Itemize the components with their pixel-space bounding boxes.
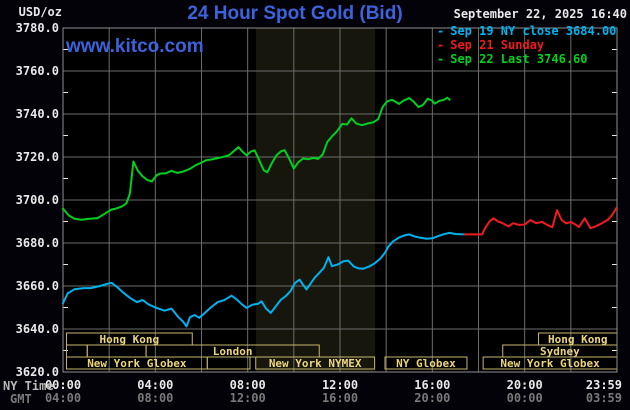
plot-border (62, 27, 618, 373)
session-label: Hong Kong (100, 333, 160, 346)
legend-label: Sep 19 NY close 3684.00 (450, 24, 617, 38)
gmt-axis-label: GMT (10, 392, 32, 406)
x-tick-gmt: 20:00 (414, 391, 450, 405)
x-tick-ny-time: 12:00 (322, 378, 358, 392)
legend-item-0: - Sep 19 NY close 3684.00 (437, 24, 616, 38)
legend-item-1: - Sep 21 Sunday (437, 38, 616, 52)
session-label: Hong Kong (548, 333, 608, 346)
y-tick-label: 3780.0 (16, 21, 59, 35)
legend: - Sep 19 NY close 3684.00- Sep 21 Sunday - S… (437, 24, 616, 66)
legend-marker-icon: - (437, 52, 445, 66)
session-box (206, 356, 251, 370)
x-tick-gmt: 03:59 (586, 391, 622, 405)
x-tick-gmt: 16:00 (322, 391, 358, 405)
legend-marker-icon: - (437, 24, 445, 38)
session-label: New York Globex (500, 357, 600, 370)
price-line-sep-21-sunday (463, 207, 618, 236)
session-box (384, 356, 468, 370)
y-tick-label: 3700.0 (16, 193, 59, 207)
session-label: Sydney (540, 345, 580, 358)
y-tick-label: 3740.0 (16, 107, 59, 121)
legend-label: Sep 22 Last 3746.60 (450, 52, 588, 66)
chart-timestamp: September 22, 2025 16:40 (453, 7, 627, 21)
legend-marker-icon: - (437, 38, 445, 52)
x-tick-gmt: 12:00 (230, 391, 266, 405)
price-line-sep-22 (62, 96, 451, 221)
x-tick-gmt: 08:00 (137, 391, 173, 405)
x-tick-gmt: 04:00 (45, 391, 81, 405)
x-tick-gmt: 00:00 (507, 391, 543, 405)
legend-label: Sep 21 Sunday (450, 38, 545, 52)
x-tick-ny-time: 23:59 (586, 378, 622, 392)
kitco-watermark-link[interactable]: www.kitco.com (66, 36, 204, 57)
x-tick-ny-time: 04:00 (137, 378, 173, 392)
session-label: NY Globex (396, 357, 456, 370)
y-tick-label: 3680.0 (16, 236, 59, 250)
ny-time-axis-label: NY Time (3, 379, 54, 393)
price-line-sep-19-ny-close (62, 231, 466, 328)
y-axis-unit-label: USD/oz (18, 5, 62, 19)
y-tick-label: 3760.0 (16, 64, 59, 78)
x-tick-ny-time: 00:00 (45, 378, 81, 392)
session-label: New York NYMEX (269, 357, 362, 370)
session-label: New York Globex (87, 357, 187, 370)
legend-item-2: - Sep 22 Last 3746.60 (437, 52, 616, 66)
session-box (255, 356, 376, 370)
session-label: London (213, 345, 253, 358)
x-tick-ny-time: 20:00 (507, 378, 543, 392)
y-tick-label: 3720.0 (16, 150, 59, 164)
x-tick-ny-time: 08:00 (230, 378, 266, 392)
y-tick-label: 3640.0 (16, 322, 59, 336)
y-tick-label: 3620.0 (16, 365, 59, 379)
y-tick-label: 3660.0 (16, 279, 59, 293)
x-tick-ny-time: 16:00 (414, 378, 450, 392)
page-title: 24 Hour Spot Gold (Bid) (187, 3, 403, 24)
